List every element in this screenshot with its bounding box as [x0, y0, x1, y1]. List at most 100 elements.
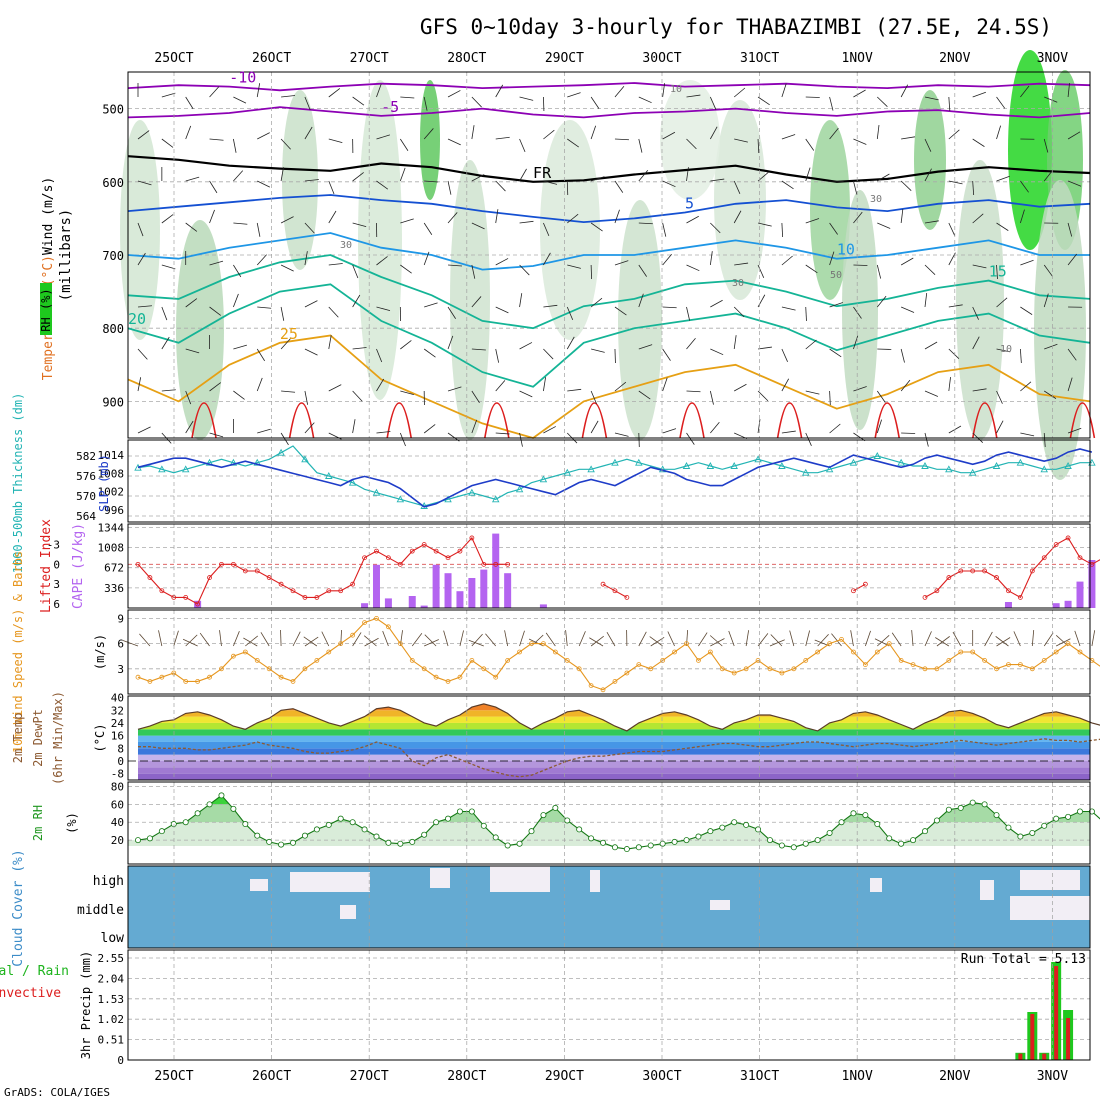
rh-point [731, 819, 738, 826]
lifted-index-point [994, 575, 999, 580]
rh-point [1053, 815, 1060, 822]
cloud-block [1020, 870, 1080, 890]
thickness-point [396, 495, 405, 503]
wind-speed-point [624, 670, 630, 676]
wind-barb [471, 419, 478, 434]
wind-barb [900, 306, 915, 313]
cape-bar [504, 573, 512, 608]
wind-barb [924, 293, 928, 308]
panel-frame-rh [127, 781, 1091, 865]
rh-point [516, 840, 523, 847]
wind-barb [876, 419, 882, 434]
wind-speed-point [493, 674, 499, 680]
wind-barb [209, 209, 215, 224]
surface-wind-barb [936, 636, 950, 647]
wind-barb [352, 222, 367, 228]
rh-point [445, 815, 452, 822]
wind-barb [829, 222, 838, 235]
rh-point [218, 792, 225, 799]
wind-barb [232, 138, 237, 153]
wind-barb [590, 176, 605, 182]
wind-speed-point [827, 641, 832, 646]
wind-speed-point [719, 666, 725, 672]
wind-barb [137, 222, 144, 237]
wind-barb [686, 138, 697, 150]
wind-barb [256, 377, 263, 392]
wind-barb [757, 138, 760, 154]
wind-barb [471, 296, 482, 308]
bottom-x-tick-27OCT: 27OCT [350, 1069, 389, 1084]
temp-band [138, 741, 1090, 749]
wind-barb [972, 213, 984, 224]
wind-speed-point [362, 620, 367, 625]
wind-barb [376, 83, 382, 98]
wind-barb [447, 90, 461, 98]
top-x-tick-29OCT: 29OCT [545, 51, 584, 66]
wind-barb [829, 302, 843, 308]
wind-speed-point [922, 666, 928, 672]
lifted-index-point [374, 548, 379, 554]
wind-barb [280, 338, 291, 350]
legend-2m-rh: 2m RH [31, 805, 45, 841]
wind-barb [281, 95, 296, 98]
wind-barb [1043, 138, 1049, 153]
wind-speed-point [898, 658, 904, 663]
lifted-index-point [266, 575, 272, 580]
legend-wind-10m: 10m Wind Speed (m/s) & Barbs [11, 551, 25, 753]
wind-barb [948, 304, 963, 308]
wind-speed-point [696, 658, 701, 663]
wind-barb [1043, 293, 1049, 308]
surface-wind-barb [1074, 630, 1081, 647]
wind-barb [757, 222, 772, 227]
wind-barb [233, 293, 239, 308]
thickness-point [968, 468, 977, 476]
wind-speed-point [779, 670, 785, 676]
wind-speed-point [183, 679, 189, 684]
temp-y-tick-0: 0 [117, 755, 124, 768]
cape-right-tick-336: 336 [104, 582, 124, 595]
wind-barb [185, 420, 194, 434]
rh-point [492, 834, 499, 841]
wind-barb [543, 348, 554, 360]
wind-barb [137, 180, 152, 186]
thickness-point [945, 465, 953, 473]
panel-frames [127, 71, 1091, 1061]
wind-speed-point [326, 649, 332, 655]
rh-point [266, 838, 273, 845]
series-thickness-line [137, 445, 1092, 507]
bottom-x-tick-1NOV: 1NOV [842, 1069, 873, 1084]
cloud-block [490, 866, 550, 892]
rh-point [945, 806, 952, 813]
thickness-point [158, 465, 166, 473]
precip-convective-bar [1054, 966, 1059, 1060]
wind-barb [447, 306, 456, 319]
thickness-point [730, 462, 738, 469]
surface-wind-barb [382, 630, 389, 647]
wind-barb [1020, 381, 1032, 392]
lifted-index-point [409, 548, 415, 554]
wind-barb [423, 128, 434, 140]
wind-speed-point [219, 666, 224, 672]
wind-barb [638, 293, 644, 308]
wind-barb [662, 180, 676, 188]
wind-barb [304, 422, 315, 434]
surface-wind-barb [589, 637, 604, 647]
wind-speed-point [946, 658, 952, 663]
wind-barb [590, 390, 597, 405]
wind-speed-point [1017, 662, 1023, 667]
wind-barb [161, 264, 176, 270]
lifted-index-point [433, 548, 439, 554]
cloud-block [1010, 896, 1090, 920]
surface-wind-barb [424, 634, 437, 647]
wind-barb [519, 96, 534, 101]
legend-total-rain: Total / Rain [0, 964, 69, 979]
thickness-point [1040, 465, 1048, 473]
wind-barb [519, 293, 523, 308]
panel-frame-precip [127, 949, 1091, 1061]
wind-barb [399, 138, 409, 151]
cloud-y-tick-high: high [93, 874, 124, 889]
temp-contour-label-20: 20 [128, 310, 146, 328]
wind-barb [686, 94, 701, 98]
wind-barb [1067, 427, 1082, 434]
bottom-x-tick-26OCT: 26OCT [252, 1069, 291, 1084]
